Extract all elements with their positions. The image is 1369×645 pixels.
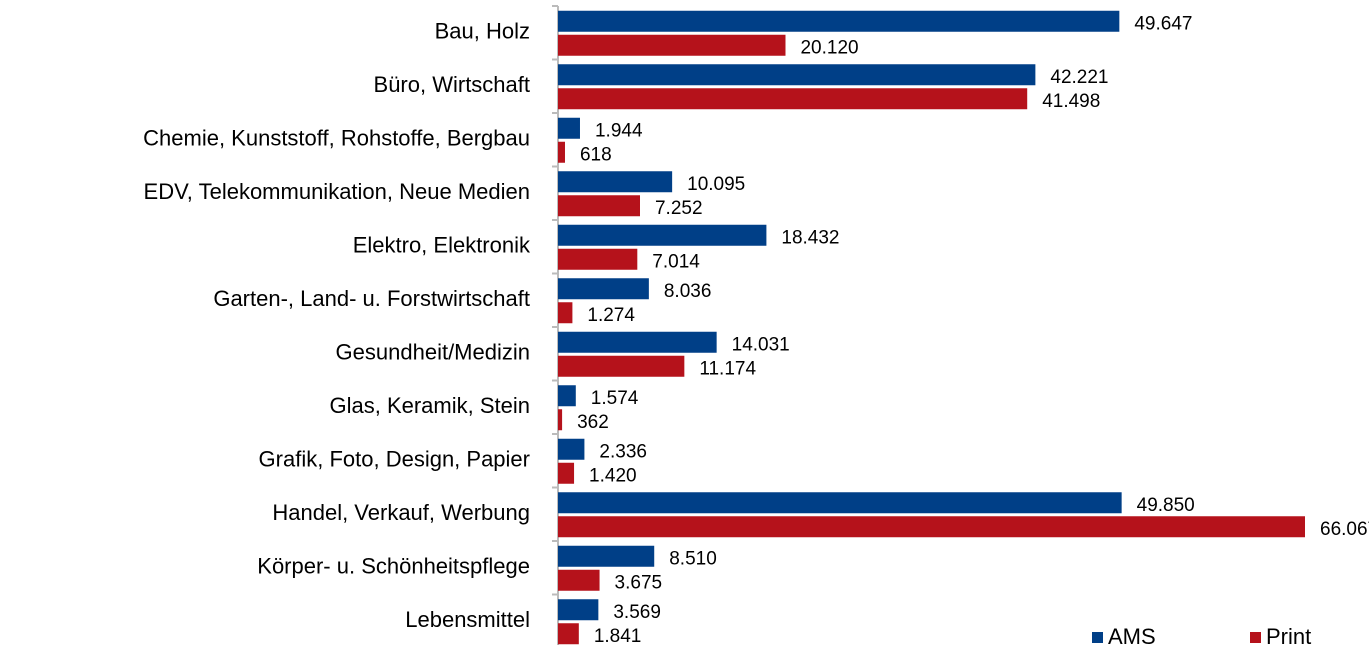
- value-label: 1.944: [595, 120, 643, 141]
- bar: [558, 623, 579, 645]
- bar: [558, 171, 673, 193]
- value-label: 10.095: [687, 174, 745, 195]
- value-label: 42.221: [1050, 67, 1108, 88]
- bar: [558, 545, 655, 567]
- bar: [558, 599, 599, 621]
- bar: [558, 141, 565, 163]
- legend-label: AMS: [1108, 624, 1156, 645]
- value-label: 11.174: [699, 358, 756, 379]
- bar: [558, 224, 767, 246]
- value-label: 362: [577, 412, 609, 433]
- bar: [558, 34, 786, 56]
- value-label: 18.432: [781, 227, 839, 248]
- value-label: 3.569: [613, 602, 661, 623]
- bar: [558, 10, 1120, 32]
- value-label: 14.031: [732, 334, 790, 355]
- value-label: 7.252: [655, 198, 703, 219]
- bar: [558, 385, 576, 407]
- legend-swatch: [1092, 632, 1103, 643]
- category-label: Bau, Holz: [435, 19, 530, 44]
- category-label: Chemie, Kunststoff, Rohstoffe, Bergbau: [143, 126, 530, 151]
- category-label: Garten-, Land- u. Forstwirtschaft: [213, 286, 530, 311]
- legend-label: Print: [1266, 624, 1311, 645]
- value-label: 2.336: [599, 441, 647, 462]
- value-label: 8.036: [664, 281, 712, 302]
- legend-swatch: [1250, 632, 1261, 643]
- category-label: Körper- u. Schönheitspflege: [257, 554, 530, 579]
- value-label: 618: [580, 144, 612, 165]
- value-label: 49.850: [1137, 495, 1195, 516]
- value-label: 1.420: [589, 465, 637, 486]
- value-label: 41.498: [1042, 91, 1100, 112]
- category-label: Elektro, Elektronik: [353, 233, 531, 258]
- bar: [558, 409, 563, 431]
- bar: [558, 569, 600, 591]
- bar: [558, 331, 717, 353]
- value-label: 1.841: [594, 626, 642, 645]
- bar: [558, 516, 1305, 538]
- bar: [558, 492, 1122, 514]
- category-label: Gesundheit/Medizin: [336, 340, 530, 365]
- bar: [558, 248, 638, 270]
- category-label: EDV, Telekommunikation, Neue Medien: [144, 179, 530, 204]
- category-label: Büro, Wirtschaft: [374, 72, 530, 97]
- bar: [558, 462, 575, 484]
- value-label: 7.014: [652, 251, 700, 272]
- bar: [558, 88, 1028, 110]
- value-label: 3.675: [615, 572, 663, 593]
- value-label: 1.574: [591, 388, 639, 409]
- category-label: Handel, Verkauf, Werbung: [272, 500, 530, 525]
- bar: [558, 278, 649, 300]
- category-label: Glas, Keramik, Stein: [329, 393, 530, 418]
- bar: [558, 355, 685, 377]
- category-label: Grafik, Foto, Design, Papier: [259, 447, 530, 472]
- value-label: 8.510: [669, 548, 717, 569]
- bar: [558, 438, 585, 460]
- value-label: 49.647: [1134, 13, 1192, 34]
- bar: [558, 195, 640, 217]
- value-label: 20.120: [800, 37, 858, 58]
- bar: [558, 117, 580, 139]
- value-label: 1.274: [587, 305, 635, 326]
- category-label: Lebensmittel: [405, 607, 530, 632]
- bar: [558, 64, 1036, 86]
- value-label: 66.067: [1320, 519, 1369, 540]
- bar: [558, 302, 573, 324]
